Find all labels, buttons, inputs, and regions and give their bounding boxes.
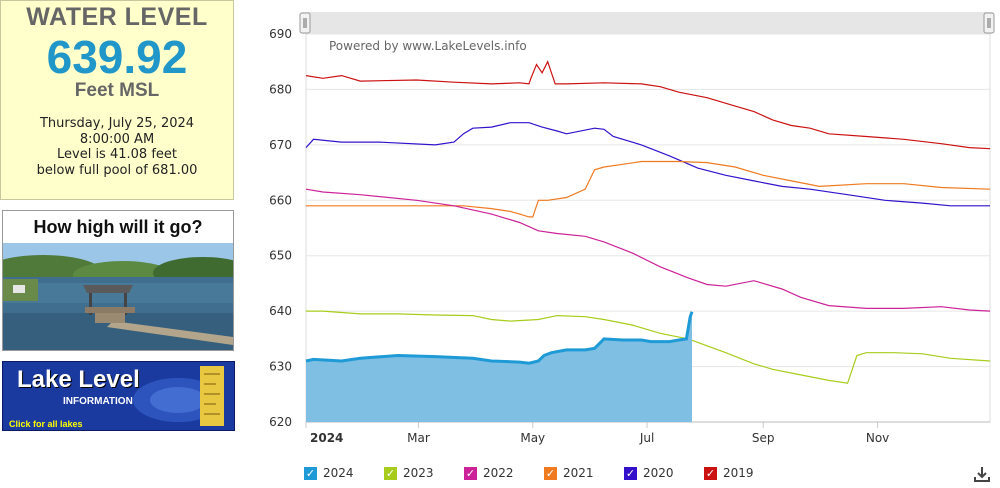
legend-check-icon[interactable]: ✓ (304, 466, 317, 480)
legend-item-2022[interactable]: ✓ 2022 (464, 466, 544, 480)
x-tick-label: Nov (866, 431, 889, 445)
reading-date: Thursday, July 25, 2024 (39, 116, 195, 131)
reading-time: 8:00:00 AM (79, 131, 155, 147)
y-tick-label: 630 (269, 360, 292, 374)
legend-item-2024[interactable]: ✓ 2024 (304, 466, 384, 480)
legend-item-2020[interactable]: ✓ 2020 (624, 466, 704, 480)
series-2024-line[interactable] (305, 311, 694, 365)
lake-level-banner[interactable]: Lake Level INFORMATION Click for all lak… (2, 361, 235, 431)
legend-check-icon[interactable]: ✓ (384, 466, 397, 480)
series-2021-line[interactable] (306, 160, 991, 218)
x-tick-label: Sep (752, 431, 775, 445)
y-tick-label: 640 (269, 304, 292, 318)
legend-label: 2023 (403, 466, 434, 480)
chart-container: 620 630 640 650 660 670 680 690 2024 Mar May Jul Sep… (262, 0, 1000, 484)
banner-art (3, 362, 234, 430)
y-tick-label: 620 (269, 415, 292, 429)
series-2023-line[interactable] (306, 310, 991, 384)
legend-label: 2020 (643, 466, 674, 480)
water-level-panel: WATER LEVEL 639.92 Feet MSL Thursday, Ju… (0, 0, 234, 200)
y-tick-label: 660 (269, 193, 292, 207)
legend-item-2019[interactable]: ✓ 2019 (704, 466, 784, 480)
y-tick-label: 680 (269, 82, 292, 96)
chart-credit: Powered by www.LakeLevels.info (329, 39, 527, 53)
lake-dock-photo (3, 243, 233, 350)
legend-item-2021[interactable]: ✓ 2021 (544, 466, 624, 480)
legend-item-2023[interactable]: ✓ 2023 (384, 466, 464, 480)
banner-click-text: Click for all lakes (9, 419, 83, 429)
legend-check-icon[interactable]: ✓ (544, 466, 557, 480)
full-pool-note: below full pool of 681.00 (36, 162, 198, 178)
series-2024-area (306, 311, 692, 422)
banner-title: Lake Level (17, 366, 140, 393)
y-tick-label: 670 (269, 138, 292, 152)
x-tick-label: May (520, 431, 545, 445)
range-handle-right[interactable] (983, 12, 995, 34)
lake-level-chart: 620 630 640 650 660 670 680 690 2024 Mar May Jul Sep… (269, 12, 995, 445)
series-2020-line[interactable] (305, 122, 990, 207)
x-tick-label: Mar (407, 431, 430, 445)
water-level-value: 639.92 (46, 31, 188, 83)
y-tick-label: 650 (269, 249, 292, 263)
legend-label: 2019 (723, 466, 754, 480)
water-level-title: WATER LEVEL (26, 3, 208, 31)
legend-label: 2021 (563, 466, 594, 480)
promo-title: How high will it go? (33, 217, 203, 237)
banner-subtitle: INFORMATION (63, 396, 133, 407)
range-scrollbar[interactable] (299, 12, 995, 34)
x-tick-label: Jul (639, 431, 654, 445)
legend-label: 2022 (483, 466, 514, 480)
water-level-details: Thursday, July 25, 2024 8:00:00 AM Level… (1, 116, 233, 178)
series-2022-line[interactable] (305, 188, 991, 312)
water-level-unit: Feet MSL (74, 80, 160, 101)
range-handle-left[interactable] (299, 12, 311, 34)
x-tick-label: 2024 (310, 431, 343, 445)
legend-check-icon[interactable]: ✓ (704, 466, 717, 480)
level-difference: Level is 41.08 feet (57, 147, 177, 162)
legend-check-icon[interactable]: ✓ (464, 466, 477, 480)
series-2019-line[interactable] (305, 60, 991, 150)
plot-area: 620 630 640 650 660 670 680 690 2024 Mar May Jul Sep… (269, 27, 991, 445)
y-tick-label: 690 (269, 27, 292, 41)
download-icon[interactable] (972, 464, 992, 484)
chart-legend: ✓ 2024 ✓ 2023 ✓ 2022 ✓ 2021 ✓ 2020 ✓ 2019 (304, 466, 784, 480)
how-high-promo[interactable]: How high will it go? (2, 210, 234, 351)
legend-label: 2024 (323, 466, 354, 480)
legend-check-icon[interactable]: ✓ (624, 466, 637, 480)
